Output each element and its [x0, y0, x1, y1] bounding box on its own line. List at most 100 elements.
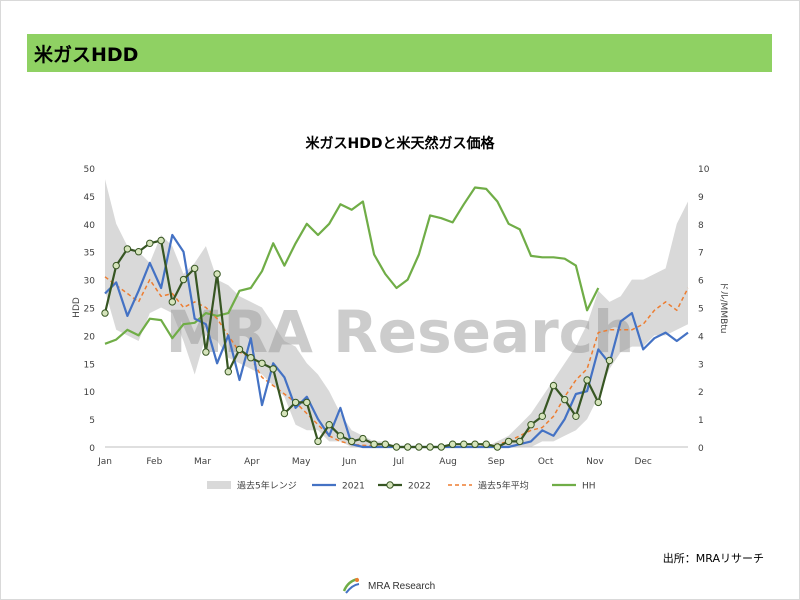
watermark: MRA Research: [166, 298, 635, 366]
x-tick-label: Jan: [97, 457, 112, 467]
legend-label: HH: [582, 482, 596, 492]
legend-marker: [386, 481, 394, 489]
y-tick-label: 25: [84, 305, 95, 315]
hh-series-line: [104, 186, 600, 345]
series-2022-point: [538, 412, 546, 420]
y2-tick-label: 1: [698, 416, 704, 426]
series-2022-line: [103, 239, 611, 449]
y-tick-label: 15: [84, 360, 95, 370]
series-2022-point: [549, 381, 558, 390]
series-2022-point: [224, 368, 233, 376]
series-2022-point: [235, 345, 244, 354]
legend-label: 過去5年平均: [478, 480, 529, 492]
series-2022-point: [471, 440, 479, 448]
series-2022-point: [258, 359, 266, 367]
footer-logo: MRA Research: [340, 575, 435, 597]
x-tick-label: Jun: [341, 457, 356, 467]
series-2022-point: [303, 398, 311, 407]
series-2022-point: [527, 421, 535, 429]
mra-logo-icon: [342, 577, 360, 594]
y2-tick-label: 2: [698, 388, 704, 398]
series-2022-point: [269, 365, 277, 373]
series-2022-point: [392, 443, 401, 451]
series-2022-point: [146, 239, 154, 248]
y2-tick-label: 7: [698, 249, 704, 259]
series-2022-point: [426, 443, 434, 451]
y-tick-label: 40: [84, 221, 96, 231]
footer-logo-text: MRA Research: [368, 580, 436, 592]
source-note: 出所：MRAリサーチ: [662, 552, 764, 565]
x-tick-label: Aug: [439, 457, 457, 467]
series-2022-point: [291, 398, 300, 407]
y-tick-label: 50: [84, 165, 96, 175]
series-2022-point: [191, 264, 199, 273]
x-tick-label: Mar: [194, 457, 211, 467]
legend-label: 過去5年レンジ: [237, 480, 297, 492]
x-tick-label: Nov: [586, 457, 604, 467]
y-tick-label: 5: [89, 416, 95, 426]
x-tick-label: Sep: [488, 457, 505, 467]
legend-label: 2022: [408, 482, 431, 492]
series-2022-point: [157, 236, 165, 245]
series-2022-point: [202, 348, 210, 356]
series-2022-point: [504, 437, 513, 446]
y2-tick-label: 5: [698, 305, 704, 315]
series-2022-point: [516, 437, 524, 446]
series-2022-point: [594, 398, 602, 407]
series-2022-point: [370, 440, 378, 448]
series-2022-point: [572, 412, 580, 420]
series-2022-point: [168, 298, 177, 306]
y-tick-label: 35: [84, 249, 95, 259]
series-2022-point: [314, 437, 322, 446]
y-axis-label: HDD: [72, 297, 82, 318]
y2-tick-label: 6: [698, 277, 704, 287]
series-2022-point: [123, 245, 132, 253]
series-2022-point: [460, 440, 468, 448]
y2-tick-label: 8: [698, 221, 704, 231]
y-tick-label: 10: [84, 388, 96, 398]
y2-tick-label: 10: [698, 165, 710, 175]
series-2022-point: [561, 395, 569, 404]
y2-tick-label: 3: [698, 360, 704, 370]
series-2022-point: [134, 248, 143, 256]
series-2022-point: [415, 443, 423, 451]
series-2022-point: [280, 409, 289, 418]
y-tick-label: 20: [84, 332, 96, 342]
series-2022-point: [448, 440, 457, 448]
y-tick-label: 45: [84, 193, 95, 203]
series-2022-point: [325, 421, 333, 429]
x-tick-label: Apr: [244, 457, 260, 467]
x-tick-label: May: [292, 457, 311, 467]
series-2022-point: [493, 443, 502, 451]
series-2022-point: [336, 432, 345, 440]
series-2022-point: [404, 443, 412, 451]
x-tick-label: Dec: [634, 457, 651, 467]
series-2022-point: [605, 356, 614, 365]
x-tick-label: Feb: [146, 457, 162, 467]
legend-swatch: [207, 481, 231, 489]
y2-tick-label: 0: [698, 444, 704, 454]
series-2022-point: [179, 275, 188, 284]
series-2022-point: [112, 261, 120, 270]
y-tick-label: 0: [89, 444, 95, 454]
series-2022-point: [348, 437, 356, 446]
chart-title: 米ガスHDDと米天然ガス価格: [306, 135, 496, 152]
series-2022-point: [213, 270, 221, 278]
x-tick-label: Jul: [392, 457, 404, 467]
y2-tick-label: 4: [698, 332, 704, 342]
series-2022-point: [437, 443, 445, 451]
y2-axis-label: ドル/MMBtu: [718, 282, 728, 334]
series-2022-point: [359, 434, 367, 443]
series-2022-point: [482, 440, 490, 448]
y-tick-label: 30: [84, 277, 96, 287]
x-tick-label: Oct: [538, 457, 554, 467]
page-title: 米ガスHDD: [34, 43, 139, 66]
series-2022-point: [381, 440, 389, 448]
series-2022-point: [247, 354, 255, 362]
series-2022-point: [101, 309, 109, 317]
header-bar: 米ガスHDD: [27, 34, 772, 72]
series-2022-point: [583, 376, 591, 384]
y2-tick-label: 9: [698, 193, 704, 203]
legend-label: 2021: [342, 482, 365, 492]
